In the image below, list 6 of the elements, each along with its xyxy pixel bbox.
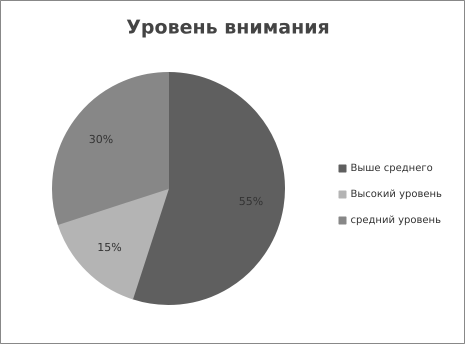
legend-label: Выше среднего [350, 163, 433, 174]
legend-label: средний уровень [350, 215, 442, 226]
data-label: 30% [88, 132, 114, 146]
data-label: 15% [97, 241, 122, 254]
chart-title: Уровень внимания [126, 16, 330, 38]
legend-label: Высокий уровень [350, 189, 442, 200]
